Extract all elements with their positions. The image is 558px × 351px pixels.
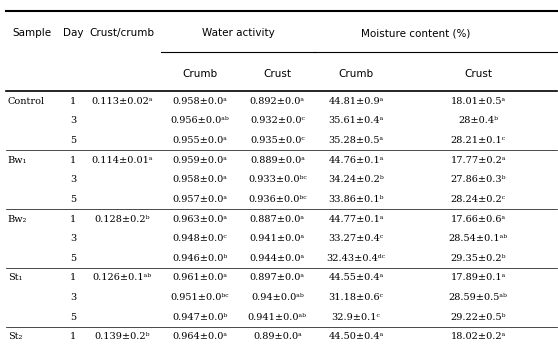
- Text: St₂: St₂: [8, 332, 22, 342]
- Text: 5: 5: [70, 254, 76, 263]
- Text: 0.957±0.0ᵃ: 0.957±0.0ᵃ: [172, 195, 227, 204]
- Text: 44.81±0.9ᵃ: 44.81±0.9ᵃ: [328, 97, 384, 106]
- Text: 29.22±0.5ᵇ: 29.22±0.5ᵇ: [450, 313, 506, 322]
- Text: 0.113±0.02ᵃ: 0.113±0.02ᵃ: [91, 97, 152, 106]
- Text: 3: 3: [70, 234, 76, 243]
- Text: Water activity: Water activity: [202, 28, 275, 38]
- Text: 17.89±0.1ᵃ: 17.89±0.1ᵃ: [450, 273, 506, 283]
- Text: 3: 3: [70, 175, 76, 184]
- Text: 0.935±0.0ᶜ: 0.935±0.0ᶜ: [250, 136, 305, 145]
- Text: 0.887±0.0ᵃ: 0.887±0.0ᵃ: [250, 214, 305, 224]
- Text: Crust: Crust: [464, 69, 492, 79]
- Text: 0.951±0.0ᵇᶜ: 0.951±0.0ᵇᶜ: [170, 293, 229, 302]
- Text: 28±0.4ᵇ: 28±0.4ᵇ: [458, 116, 498, 125]
- Text: 0.126±0.1ᵃᵇ: 0.126±0.1ᵃᵇ: [92, 273, 151, 283]
- Text: 1: 1: [70, 155, 76, 165]
- Text: 0.958±0.0ᵃ: 0.958±0.0ᵃ: [172, 97, 227, 106]
- Text: 0.947±0.0ᵇ: 0.947±0.0ᵇ: [172, 313, 228, 322]
- Text: 1: 1: [70, 97, 76, 106]
- Text: 5: 5: [70, 195, 76, 204]
- Text: 0.959±0.0ᵃ: 0.959±0.0ᵃ: [172, 155, 227, 165]
- Text: 29.35±0.2ᵇ: 29.35±0.2ᵇ: [450, 254, 506, 263]
- Text: Bw₂: Bw₂: [8, 214, 27, 224]
- Text: 0.948±0.0ᶜ: 0.948±0.0ᶜ: [172, 234, 227, 243]
- Text: 28.24±0.2ᶜ: 28.24±0.2ᶜ: [451, 195, 506, 204]
- Text: 1: 1: [70, 273, 76, 283]
- Text: 33.86±0.1ᵇ: 33.86±0.1ᵇ: [328, 195, 384, 204]
- Text: 28.59±0.5ᵃᵇ: 28.59±0.5ᵃᵇ: [449, 293, 508, 302]
- Text: 44.77±0.1ᵃ: 44.77±0.1ᵃ: [328, 214, 384, 224]
- Text: 0.889±0.0ᵃ: 0.889±0.0ᵃ: [250, 155, 305, 165]
- Text: Crust: Crust: [263, 69, 291, 79]
- Text: 0.958±0.0ᵃ: 0.958±0.0ᵃ: [172, 175, 227, 184]
- Text: 0.955±0.0ᵃ: 0.955±0.0ᵃ: [172, 136, 227, 145]
- Text: 5: 5: [70, 136, 76, 145]
- Text: Moisture content (%): Moisture content (%): [361, 28, 470, 38]
- Text: Day: Day: [63, 28, 83, 38]
- Text: 28.54±0.1ᵃᵇ: 28.54±0.1ᵃᵇ: [449, 234, 508, 243]
- Text: 5: 5: [70, 313, 76, 322]
- Text: 44.55±0.4ᵃ: 44.55±0.4ᵃ: [328, 273, 384, 283]
- Text: 31.18±0.6ᶜ: 31.18±0.6ᶜ: [329, 293, 383, 302]
- Text: 0.89±0.0ᵃ: 0.89±0.0ᵃ: [253, 332, 302, 342]
- Text: 18.02±0.2ᵃ: 18.02±0.2ᵃ: [450, 332, 506, 342]
- Text: 17.77±0.2ᵃ: 17.77±0.2ᵃ: [450, 155, 506, 165]
- Text: Sample: Sample: [13, 28, 52, 38]
- Text: 0.94±0.0ᵃᵇ: 0.94±0.0ᵃᵇ: [251, 293, 304, 302]
- Text: 3: 3: [70, 116, 76, 125]
- Text: 34.24±0.2ᵇ: 34.24±0.2ᵇ: [328, 175, 384, 184]
- Text: 44.76±0.1ᵃ: 44.76±0.1ᵃ: [328, 155, 384, 165]
- Text: 1: 1: [70, 332, 76, 342]
- Text: 17.66±0.6ᵃ: 17.66±0.6ᵃ: [451, 214, 506, 224]
- Text: 0.961±0.0ᵃ: 0.961±0.0ᵃ: [172, 273, 227, 283]
- Text: 35.61±0.4ᵃ: 35.61±0.4ᵃ: [328, 116, 384, 125]
- Text: Crumb: Crumb: [182, 69, 217, 79]
- Text: 32.9±0.1ᶜ: 32.9±0.1ᶜ: [331, 313, 381, 322]
- Text: 0.139±0.2ᵇ: 0.139±0.2ᵇ: [94, 332, 150, 342]
- Text: 0.932±0.0ᶜ: 0.932±0.0ᶜ: [250, 116, 305, 125]
- Text: 0.933±0.0ᵇᶜ: 0.933±0.0ᵇᶜ: [248, 175, 307, 184]
- Text: 0.941±0.0ᵃᵇ: 0.941±0.0ᵃᵇ: [248, 313, 307, 322]
- Text: 0.128±0.2ᵇ: 0.128±0.2ᵇ: [94, 214, 150, 224]
- Text: Crumb: Crumb: [339, 69, 373, 79]
- Text: 0.956±0.0ᵃᵇ: 0.956±0.0ᵃᵇ: [170, 116, 229, 125]
- Text: 27.86±0.3ᵇ: 27.86±0.3ᵇ: [450, 175, 506, 184]
- Text: 0.114±0.01ᵃ: 0.114±0.01ᵃ: [91, 155, 152, 165]
- Text: Control: Control: [8, 97, 45, 106]
- Text: 0.944±0.0ᵃ: 0.944±0.0ᵃ: [250, 254, 305, 263]
- Text: Crust/crumb: Crust/crumb: [89, 28, 154, 38]
- Text: 18.01±0.5ᵃ: 18.01±0.5ᵃ: [451, 97, 506, 106]
- Text: 35.28±0.5ᵃ: 35.28±0.5ᵃ: [329, 136, 383, 145]
- Text: 0.941±0.0ᵃ: 0.941±0.0ᵃ: [250, 234, 305, 243]
- Text: Bw₁: Bw₁: [8, 155, 27, 165]
- Text: 44.50±0.4ᵃ: 44.50±0.4ᵃ: [328, 332, 384, 342]
- Text: 0.963±0.0ᵃ: 0.963±0.0ᵃ: [172, 214, 227, 224]
- Text: 0.936±0.0ᵇᶜ: 0.936±0.0ᵇᶜ: [248, 195, 307, 204]
- Text: 0.964±0.0ᵃ: 0.964±0.0ᵃ: [172, 332, 227, 342]
- Text: 1: 1: [70, 214, 76, 224]
- Text: 28.21±0.1ᶜ: 28.21±0.1ᶜ: [451, 136, 506, 145]
- Text: 0.892±0.0ᵃ: 0.892±0.0ᵃ: [250, 97, 305, 106]
- Text: 3: 3: [70, 293, 76, 302]
- Text: 0.946±0.0ᵇ: 0.946±0.0ᵇ: [172, 254, 228, 263]
- Text: St₁: St₁: [8, 273, 22, 283]
- Text: 0.897±0.0ᵃ: 0.897±0.0ᵃ: [250, 273, 305, 283]
- Text: 32.43±0.4ᵈᶜ: 32.43±0.4ᵈᶜ: [326, 254, 386, 263]
- Text: 33.27±0.4ᶜ: 33.27±0.4ᶜ: [328, 234, 384, 243]
